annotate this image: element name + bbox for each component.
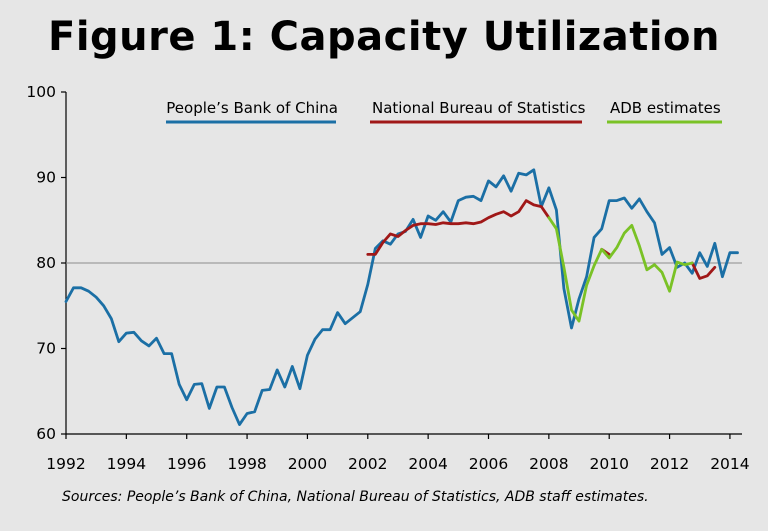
x-tick-label: 2012	[650, 455, 689, 473]
y-tick-label: 60	[36, 425, 56, 443]
y-tick-label: 90	[36, 169, 56, 187]
x-tick-label: 1996	[167, 455, 206, 473]
y-tick-label: 100	[26, 83, 56, 101]
x-tick-label: 2014	[710, 455, 749, 473]
series-line	[547, 216, 694, 323]
legend-label: People’s Bank of China	[166, 99, 338, 117]
x-tick-label: 1994	[107, 455, 146, 473]
series-lines	[64, 168, 739, 426]
x-tick-label: 2002	[348, 455, 387, 473]
x-tick-label: 1992	[46, 455, 85, 473]
y-tick-label: 80	[36, 254, 56, 272]
x-tick-label: 2008	[529, 455, 568, 473]
series-line	[690, 261, 717, 280]
legend: People’s Bank of China National Bureau of…	[166, 99, 722, 124]
legend-label: ADB estimates	[610, 99, 721, 117]
x-tick-label: 2004	[408, 455, 447, 473]
axes: 60 70 80 90 100 1992 1994 1996 1998 2000 2002 2004 2…	[26, 83, 749, 473]
y-tick-label: 70	[36, 340, 56, 358]
legend-label: National Bureau of Statistics	[372, 99, 586, 117]
chart-title: Figure 1: Capacity Utilization	[48, 14, 720, 60]
x-tick-label: 2010	[589, 455, 628, 473]
series-line	[366, 199, 551, 256]
chart-source-note: Sources: People’s Bank of China, Nationa…	[62, 489, 649, 505]
x-tick-label: 1998	[227, 455, 266, 473]
series-line	[64, 168, 739, 426]
x-tick-label: 2006	[469, 455, 508, 473]
x-tick-label: 2000	[288, 455, 327, 473]
